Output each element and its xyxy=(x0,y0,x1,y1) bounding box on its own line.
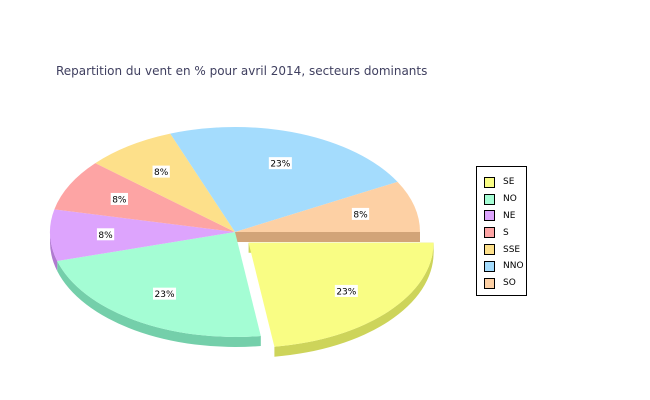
slice-label-bg xyxy=(110,192,128,205)
slice-label-bg xyxy=(96,228,115,241)
legend: SE NO NE S SSE NNO SO xyxy=(476,166,527,296)
legend-swatch xyxy=(484,210,495,222)
slice-label-se: 23% xyxy=(336,287,356,297)
legend-swatch xyxy=(484,260,495,272)
legend-swatch xyxy=(484,244,495,256)
slice-label-bg xyxy=(268,157,292,170)
legend-item-nno: NNO xyxy=(477,258,526,275)
pie-slice-ne xyxy=(49,209,235,262)
pie-slice-sse xyxy=(95,133,235,232)
slice-label-bg xyxy=(334,284,358,297)
slice-label-nno: 23% xyxy=(270,160,290,170)
legend-label: S xyxy=(503,227,509,238)
slice-label-bg xyxy=(152,165,170,178)
pie-slice-so xyxy=(235,181,420,232)
pie-slice-s xyxy=(54,163,236,232)
pie-slice-no xyxy=(57,232,261,337)
legend-item-s: S xyxy=(477,224,526,241)
legend-item-ne: NE xyxy=(477,208,526,225)
slice-label-sse: 8% xyxy=(154,168,169,178)
legend-swatch xyxy=(484,193,495,205)
legend-label: SE xyxy=(503,177,515,188)
slice-label-so: 8% xyxy=(353,210,368,220)
pie-slice-side-ne xyxy=(50,232,58,272)
legend-swatch xyxy=(484,277,495,289)
legend-label: NNO xyxy=(503,261,524,272)
legend-item-sse: SSE xyxy=(477,241,526,258)
slice-label-s: 8% xyxy=(112,195,127,205)
legend-item-se: SE xyxy=(477,174,526,191)
chart-title: Repartition du vent en % pour avril 2014… xyxy=(56,64,428,78)
legend-label: SO xyxy=(503,278,516,289)
legend-item-so: SO xyxy=(477,275,526,292)
pie-slice-side-no xyxy=(57,261,261,347)
legend-swatch xyxy=(484,227,495,239)
legend-item-no: NO xyxy=(477,191,526,208)
slice-label-bg xyxy=(351,207,370,220)
pie-slice-nno xyxy=(170,127,398,232)
legend-label: NE xyxy=(503,210,516,221)
legend-swatch xyxy=(484,176,495,188)
pie-slice-cut-so xyxy=(235,232,420,242)
slice-label-ne: 8% xyxy=(98,231,113,241)
legend-label: NO xyxy=(503,194,517,205)
legend-label: SSE xyxy=(503,244,521,255)
pie-slice-side-se xyxy=(274,242,434,357)
slice-label-no: 23% xyxy=(155,290,175,300)
slice-label-bg xyxy=(153,287,177,300)
